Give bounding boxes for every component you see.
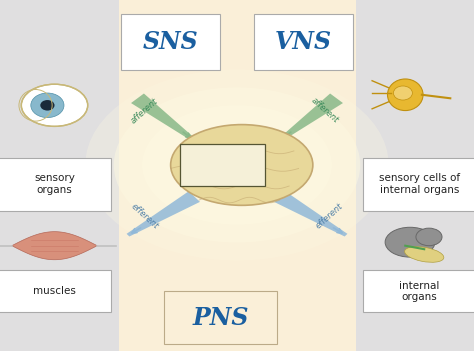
Ellipse shape	[387, 79, 423, 111]
Ellipse shape	[405, 247, 444, 262]
Text: sensory
organs: sensory organs	[34, 173, 75, 195]
Circle shape	[40, 100, 55, 111]
Text: sensory cells of
internal organs: sensory cells of internal organs	[379, 173, 460, 195]
Text: afferent: afferent	[309, 96, 340, 125]
Ellipse shape	[85, 69, 389, 260]
Circle shape	[393, 86, 412, 100]
Text: internal
organs: internal organs	[399, 280, 440, 302]
Text: afferent: afferent	[129, 96, 160, 125]
FancyBboxPatch shape	[363, 270, 474, 312]
Ellipse shape	[21, 84, 88, 126]
FancyBboxPatch shape	[118, 0, 356, 351]
Text: efferent: efferent	[129, 201, 160, 230]
Text: SNS: SNS	[143, 30, 199, 54]
Text: efferent: efferent	[314, 201, 345, 230]
Ellipse shape	[385, 227, 435, 257]
Text: PNS: PNS	[192, 306, 248, 330]
Polygon shape	[127, 191, 200, 237]
Ellipse shape	[142, 105, 332, 225]
FancyBboxPatch shape	[180, 144, 265, 186]
Polygon shape	[278, 93, 343, 141]
Polygon shape	[12, 232, 97, 260]
Polygon shape	[274, 191, 347, 237]
FancyBboxPatch shape	[121, 14, 220, 70]
FancyBboxPatch shape	[363, 158, 474, 211]
Text: muscles: muscles	[33, 286, 76, 296]
Ellipse shape	[171, 125, 313, 205]
FancyBboxPatch shape	[254, 14, 353, 70]
FancyBboxPatch shape	[164, 291, 277, 344]
Ellipse shape	[416, 228, 442, 246]
Circle shape	[31, 93, 64, 118]
FancyBboxPatch shape	[0, 270, 111, 312]
FancyBboxPatch shape	[0, 158, 111, 211]
Polygon shape	[131, 93, 196, 141]
Text: VNS: VNS	[275, 30, 332, 54]
Ellipse shape	[114, 87, 360, 243]
